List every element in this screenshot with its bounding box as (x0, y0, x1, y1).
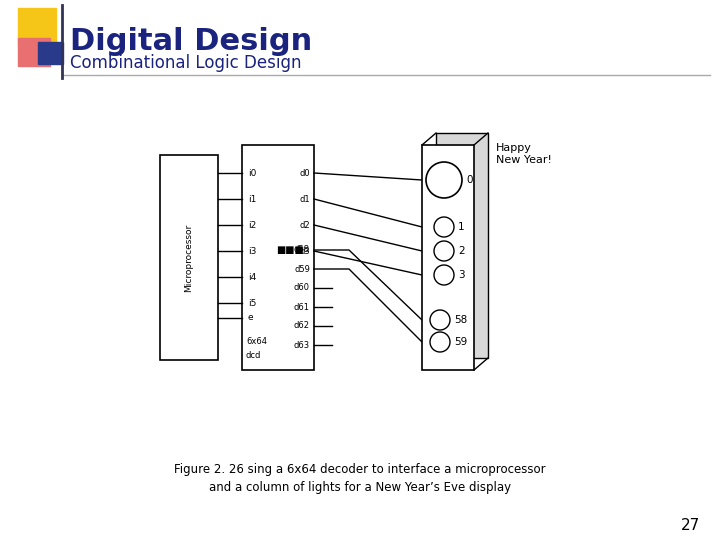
Polygon shape (436, 133, 488, 358)
Circle shape (434, 241, 454, 261)
Text: d58: d58 (294, 246, 310, 254)
Text: i5: i5 (248, 299, 256, 307)
Text: e: e (248, 314, 253, 322)
Text: Happy
New Year!: Happy New Year! (496, 143, 552, 165)
Text: d61: d61 (294, 302, 310, 312)
Text: 6x64: 6x64 (246, 338, 267, 347)
Text: and a column of lights for a New Year’s Eve display: and a column of lights for a New Year’s … (209, 481, 511, 494)
Text: i0: i0 (248, 168, 256, 178)
Text: d3: d3 (300, 246, 310, 255)
Text: dcd: dcd (246, 352, 261, 361)
Text: d59: d59 (294, 265, 310, 273)
Text: d0: d0 (300, 168, 310, 178)
Bar (242, 145, 314, 370)
Text: 3: 3 (458, 270, 464, 280)
Bar (38, 42, 63, 64)
Text: ■■■: ■■■ (276, 246, 304, 255)
Bar (18, 8, 56, 46)
Circle shape (426, 162, 462, 198)
Text: 27: 27 (680, 517, 700, 532)
Text: 58: 58 (454, 315, 467, 325)
Circle shape (434, 217, 454, 237)
Text: 1: 1 (458, 222, 464, 232)
Text: i1: i1 (248, 194, 256, 204)
Text: i3: i3 (248, 246, 256, 255)
Text: 59: 59 (454, 337, 467, 347)
Text: d2: d2 (300, 220, 310, 230)
Text: 2: 2 (458, 246, 464, 256)
Bar (160, 155, 218, 360)
Text: Microprocessor: Microprocessor (184, 224, 194, 292)
Circle shape (430, 332, 450, 352)
Circle shape (430, 310, 450, 330)
Text: 0: 0 (466, 175, 472, 185)
Text: Figure 2. 26 sing a 6x64 decoder to interface a microprocessor: Figure 2. 26 sing a 6x64 decoder to inte… (174, 463, 546, 476)
Circle shape (434, 265, 454, 285)
Bar (18, 38, 50, 66)
Text: Digital Design: Digital Design (70, 28, 312, 57)
Text: d63: d63 (294, 341, 310, 349)
Text: i2: i2 (248, 220, 256, 230)
Text: d62: d62 (294, 321, 310, 330)
Text: i4: i4 (248, 273, 256, 281)
Bar (422, 145, 474, 370)
Text: Combinational Logic Design: Combinational Logic Design (70, 54, 302, 72)
Text: d1: d1 (300, 194, 310, 204)
Text: d60: d60 (294, 284, 310, 293)
